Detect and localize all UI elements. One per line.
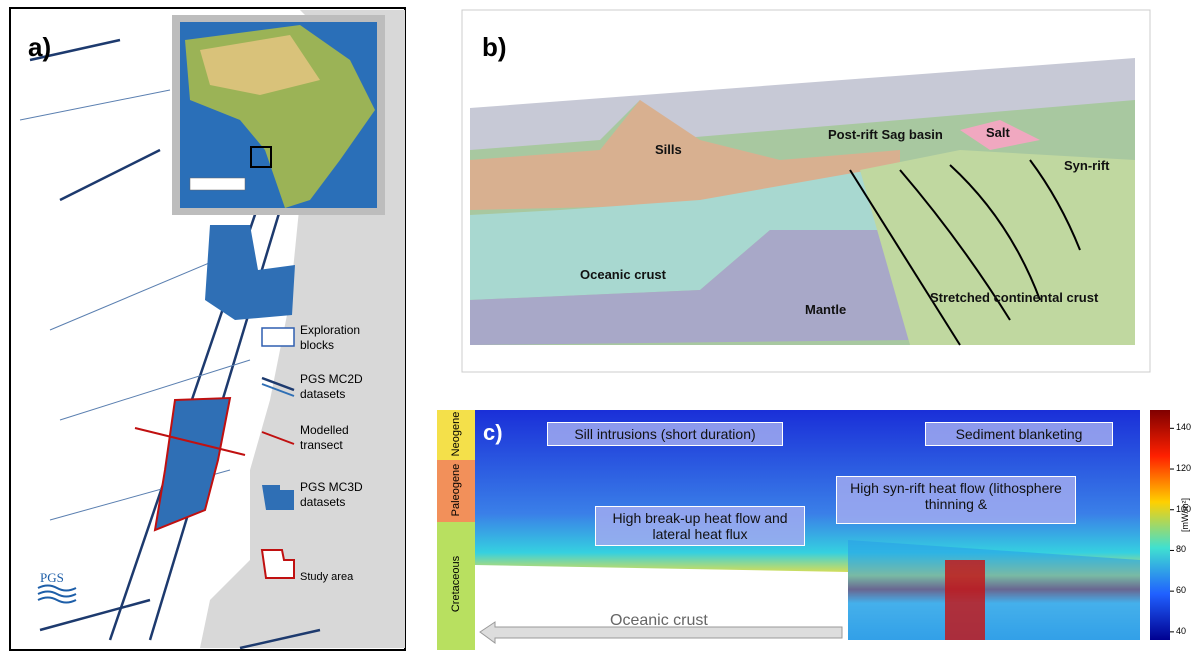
section-label: Sills xyxy=(655,142,682,157)
annotation: High break-up heat flow and lateral heat… xyxy=(595,506,805,546)
section-label: Post-rift Sag basin xyxy=(828,127,943,142)
logo: PGS xyxy=(40,570,64,586)
period-label: Paleogene xyxy=(450,455,462,525)
section-label: Salt xyxy=(986,125,1010,140)
panel-b-section xyxy=(462,10,1150,372)
colorbar-tick-label: 40 xyxy=(1176,626,1186,636)
legend-text: PGS MC3D datasets xyxy=(300,480,390,510)
colorbar-tick-label: 100 xyxy=(1176,504,1191,514)
colorbar-tick-label: 60 xyxy=(1176,585,1186,595)
period-label: Cretaceous xyxy=(450,544,462,624)
section-label: Stretched continental crust xyxy=(930,290,1098,305)
colorbar-unit: [mW/m²] xyxy=(1180,490,1190,540)
colorbar xyxy=(1150,410,1170,640)
legend-text: Study area xyxy=(300,570,390,585)
graphics xyxy=(0,0,1203,658)
legend-text: Modelled transect xyxy=(300,423,390,453)
annotation: High syn-rift heat flow (lithosphere thi… xyxy=(836,476,1076,524)
colorbar-tick-label: 140 xyxy=(1176,422,1191,432)
section-label: Mantle xyxy=(805,302,846,317)
legend-text: PGS MC2D datasets xyxy=(300,372,390,402)
section-label: Syn-rift xyxy=(1064,158,1110,173)
colorbar-tick-label: 80 xyxy=(1176,544,1186,554)
annotation: Sediment blanketing xyxy=(925,422,1113,446)
annotation: Oceanic crust xyxy=(610,612,708,630)
panel-label: b) xyxy=(482,32,507,63)
annotation: Sill intrusions (short duration) xyxy=(547,422,783,446)
legend-text: Exploration blocks xyxy=(300,323,390,353)
panel-label: c) xyxy=(483,420,503,446)
colorbar-tick-label: 120 xyxy=(1176,463,1191,473)
section-label: Oceanic crust xyxy=(580,267,666,282)
panel-label: a) xyxy=(28,32,51,63)
figure: a) Exploration blocks PGS MC2D datasets … xyxy=(0,0,1203,658)
